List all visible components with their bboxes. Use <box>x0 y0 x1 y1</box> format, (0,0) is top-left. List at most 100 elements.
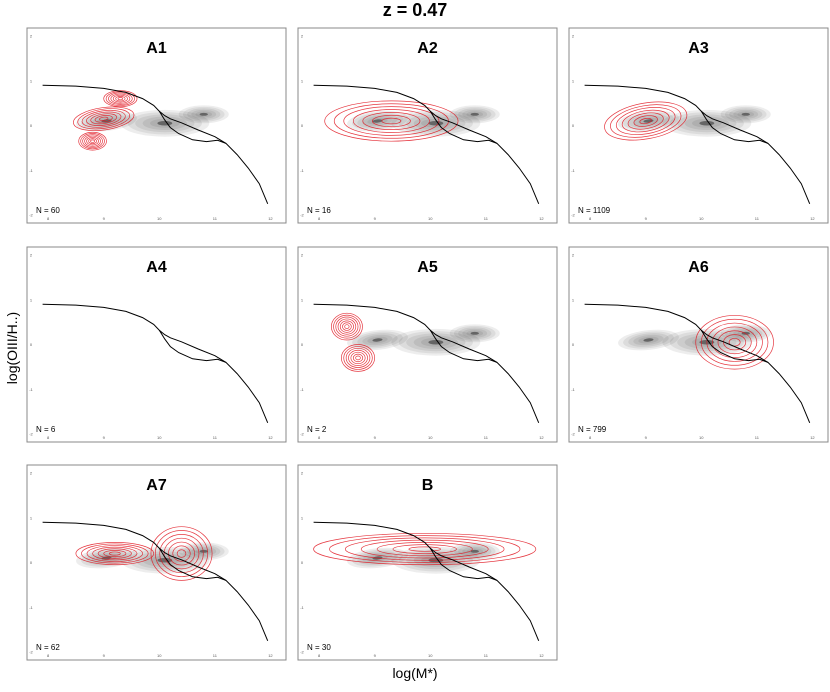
y-tick-label: -1 <box>29 605 33 610</box>
red-contour-line <box>163 537 200 570</box>
grey-density-level <box>406 333 466 352</box>
grey-density-level <box>157 121 173 126</box>
y-tick-label: 1 <box>30 515 33 520</box>
grey-density-level <box>142 553 188 567</box>
red-contour-line <box>82 134 103 148</box>
grey-density-level <box>362 334 393 346</box>
panel-n-count: N = 62 <box>36 643 60 652</box>
y-tick-label: 2 <box>572 253 575 258</box>
x-tick-label: 12 <box>539 653 544 658</box>
red-contour-line <box>342 322 352 331</box>
grey-density-level <box>618 329 679 351</box>
red-contour-line <box>110 93 131 104</box>
red-contour-line <box>355 355 361 361</box>
grey-density-level <box>466 548 484 555</box>
x-tick-label: 8 <box>589 216 592 221</box>
grey-density-level <box>352 331 403 349</box>
panel-frame <box>26 246 287 443</box>
red-contour-line <box>88 138 97 145</box>
y-tick-label: -2 <box>571 432 575 437</box>
grey-density-level <box>178 542 229 561</box>
grey-density-level <box>720 105 771 124</box>
y-tick-label: -2 <box>300 650 304 655</box>
panel-frame <box>297 27 558 224</box>
grey-density-level <box>421 118 451 128</box>
panel-frame <box>568 27 829 224</box>
red-contour-line <box>348 349 368 366</box>
panel-title: A5 <box>417 259 438 276</box>
grey-density-level <box>357 114 398 128</box>
y-tick-label: 2 <box>301 34 304 39</box>
red-contour-line <box>150 526 213 581</box>
demarcation-curve-upper <box>42 303 269 423</box>
x-tick-label: 9 <box>103 216 106 221</box>
red-contour-line <box>352 353 364 363</box>
grey-density-level <box>135 114 195 133</box>
x-tick-label: 9 <box>374 435 377 440</box>
red-contour-line <box>92 546 138 561</box>
demarcation-curve-upper <box>313 303 540 423</box>
red-contour-line <box>362 112 421 131</box>
red-contour-line <box>103 90 138 108</box>
grey-density-level <box>449 324 500 343</box>
demarcation-curve-lower <box>429 329 498 363</box>
demarcation-curve-lower <box>429 547 498 581</box>
red-contour-line <box>340 344 376 372</box>
red-contour-line <box>81 109 126 128</box>
red-contour-line <box>324 100 459 142</box>
y-tick-label: 2 <box>301 471 304 476</box>
y-tick-label: -1 <box>29 168 33 173</box>
panel-frame <box>26 27 287 224</box>
x-tick-label: 9 <box>103 653 106 658</box>
demarcation-curve-lower <box>158 547 227 581</box>
grey-density-level <box>692 118 722 128</box>
x-tick-label: 8 <box>47 653 50 658</box>
red-contour-line <box>86 136 99 146</box>
grey-density-level <box>638 117 659 125</box>
grey-density-level <box>142 116 188 130</box>
y-tick-label: 2 <box>301 253 304 258</box>
red-contour-line <box>115 95 126 102</box>
grey-density-level <box>347 110 408 132</box>
x-tick-label: 8 <box>318 435 321 440</box>
panel-n-count: N = 2 <box>307 425 327 434</box>
red-contour-line <box>86 111 122 126</box>
x-tick-label: 8 <box>589 435 592 440</box>
red-contour-line <box>350 351 366 365</box>
panel-n-count: N = 16 <box>307 206 331 215</box>
red-contour-line <box>108 551 121 556</box>
red-contour-line <box>381 117 402 125</box>
y-tick-label: 0 <box>30 342 33 347</box>
grey-density-level <box>120 109 210 137</box>
x-tick-label: 8 <box>47 435 50 440</box>
x-tick-label: 9 <box>374 216 377 221</box>
panel-frame <box>26 464 287 661</box>
grey-density-level <box>623 331 674 349</box>
y-tick-label: 0 <box>30 123 33 128</box>
red-contour-line <box>75 542 155 566</box>
grey-density-level <box>733 109 759 119</box>
y-tick-label: 2 <box>30 34 33 39</box>
grey-density-level <box>372 338 383 342</box>
y-tick-label: 1 <box>301 78 304 83</box>
y-tick-label: 0 <box>572 342 575 347</box>
red-contour-line <box>333 314 361 339</box>
x-tick-label: 12 <box>810 216 815 221</box>
panel-title: A6 <box>688 259 709 276</box>
red-contour-line <box>627 112 664 130</box>
grey-density-level <box>182 543 225 559</box>
demarcation-curve-upper <box>42 84 269 204</box>
y-tick-label: -1 <box>300 168 304 173</box>
red-contour-line <box>371 114 411 128</box>
red-contour-line <box>345 347 371 368</box>
grey-density-level <box>662 109 752 137</box>
y-tick-label: -1 <box>29 387 33 392</box>
red-contour-line <box>392 544 457 554</box>
red-contour-line <box>621 109 670 133</box>
grey-density-level <box>372 119 383 123</box>
x-tick-label: 11 <box>484 435 489 440</box>
x-tick-label: 9 <box>103 435 106 440</box>
x-tick-label: 9 <box>645 435 648 440</box>
